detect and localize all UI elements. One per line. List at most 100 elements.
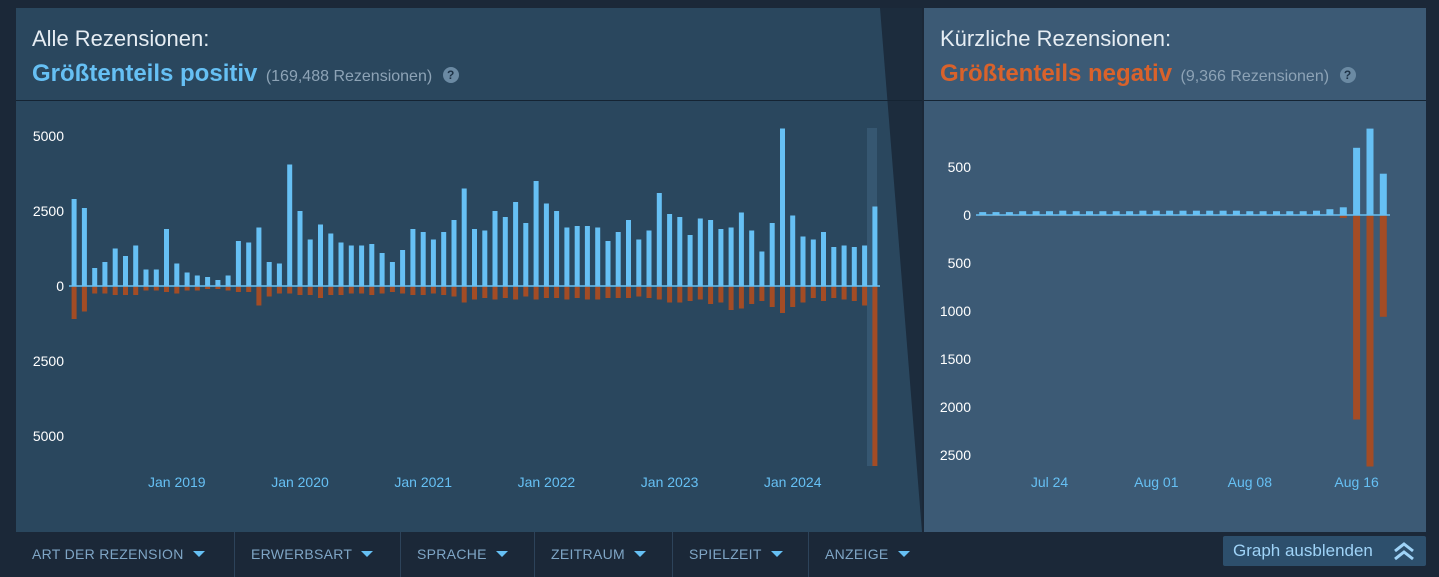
recent-reviews-summary-line: Größtenteils negativ (9,366 Rezensionen)… <box>940 60 1356 88</box>
negative-bar <box>389 286 395 292</box>
current-period-highlight <box>867 128 877 466</box>
filter-label: ZEITRAUM <box>551 546 625 562</box>
positive-bar <box>123 256 128 286</box>
negative-bar <box>749 286 755 304</box>
negative-bar <box>554 286 560 298</box>
positive-bar <box>1313 210 1320 215</box>
filter-bar: ART DER REZENSION ERWERBSART SPRACHE ZEI… <box>16 532 916 577</box>
negative-bar <box>708 286 714 304</box>
positive-bar <box>523 223 529 286</box>
negative-bar <box>513 286 519 300</box>
filter-purchase-type[interactable]: ERWERBSART <box>235 532 401 577</box>
positive-bar <box>513 202 519 286</box>
negative-bar <box>287 286 293 294</box>
positive-bar <box>1059 210 1067 215</box>
negative-bar <box>266 286 272 297</box>
positive-bar <box>1152 210 1160 215</box>
negative-bar <box>359 286 365 294</box>
positive-bar <box>1046 211 1053 215</box>
positive-bar <box>851 247 857 286</box>
positive-bar <box>1366 128 1374 215</box>
positive-bar <box>574 226 580 286</box>
positive-bar <box>1005 212 1013 215</box>
y-tick-label: 5000 <box>33 128 64 144</box>
negative-bar <box>328 286 334 295</box>
negative-bar <box>492 286 498 300</box>
negative-bar <box>410 286 416 295</box>
filter-display[interactable]: ANZEIGE <box>809 532 924 577</box>
x-tick-label: Jan 2024 <box>764 474 822 490</box>
positive-bar <box>738 212 744 286</box>
positive-bar <box>584 226 590 286</box>
caret-down-icon <box>361 551 374 557</box>
positive-bar <box>810 239 816 286</box>
negative-bar <box>697 286 703 300</box>
positive-bar <box>564 227 570 286</box>
x-tick-label: Jan 2022 <box>518 474 576 490</box>
question-icon[interactable]: ? <box>1339 67 1356 83</box>
hide-graph-label: Graph ausblenden <box>1233 541 1373 560</box>
recent-reviews-panel <box>924 8 1426 532</box>
positive-bar <box>1019 211 1027 215</box>
filter-label: ART DER REZENSION <box>32 546 184 562</box>
negative-bar <box>256 286 262 306</box>
positive-bar <box>297 211 303 286</box>
positive-bar <box>81 208 87 286</box>
negative-bar <box>235 286 241 292</box>
all-reviews-summary[interactable]: Größtenteils positiv <box>32 60 258 87</box>
negative-bar <box>338 286 344 295</box>
recent-reviews-summary[interactable]: Größtenteils negativ <box>940 60 1173 87</box>
negative-bar <box>738 286 744 309</box>
negative-bar <box>800 286 806 303</box>
filter-language[interactable]: SPRACHE <box>401 532 535 577</box>
x-tick-label: Aug 01 <box>1134 474 1179 490</box>
negative-bar <box>246 286 252 292</box>
recent-reviews-label: Kürzliche Rezensionen: <box>940 26 1172 51</box>
negative-bar <box>164 286 169 292</box>
negative-bar <box>831 286 837 298</box>
negative-bar <box>574 286 580 298</box>
positive-bar <box>800 236 806 286</box>
negative-bar <box>307 286 313 295</box>
positive-bar <box>1273 211 1280 215</box>
negative-bar <box>790 286 796 307</box>
all-reviews-label: Alle Rezensionen: <box>32 26 210 51</box>
positive-bar <box>697 218 703 286</box>
positive-bar <box>502 217 508 286</box>
positive-bar <box>1206 210 1214 215</box>
negative-bar <box>810 286 816 298</box>
y-tick-label: 5000 <box>33 428 64 444</box>
question-icon[interactable]: ? <box>442 67 459 83</box>
y-tick-label: 0 <box>56 278 64 294</box>
y-tick-label: 2500 <box>33 203 64 219</box>
filter-playtime[interactable]: SPIELZEIT <box>673 532 809 577</box>
negative-bar <box>81 286 87 312</box>
positive-bar <box>708 220 714 286</box>
y-tick-label: 0 <box>963 207 971 223</box>
negative-bar <box>379 286 385 294</box>
positive-bar <box>410 229 416 286</box>
all-reviews-header: Alle Rezensionen: Größtenteils positiv (… <box>16 8 922 101</box>
negative-bar <box>318 286 323 298</box>
positive-bar <box>92 268 98 286</box>
positive-bar <box>1259 211 1267 215</box>
negative-bar <box>502 286 508 298</box>
positive-bar <box>71 199 77 286</box>
filter-review-type[interactable]: ART DER REZENSION <box>16 532 235 577</box>
positive-bar <box>153 269 159 286</box>
x-tick-label: Jul 24 <box>1031 474 1069 490</box>
positive-bar <box>246 242 252 286</box>
negative-bar <box>862 286 868 306</box>
positive-bar <box>1232 210 1240 215</box>
negative-bar <box>451 286 457 297</box>
positive-bar <box>338 242 344 286</box>
positive-bar <box>687 235 693 286</box>
positive-bar <box>307 239 313 286</box>
positive-bar <box>979 212 987 215</box>
positive-bar <box>266 262 272 286</box>
y-tick-label: 1500 <box>940 351 971 367</box>
hide-graph-button[interactable]: Graph ausblenden <box>1223 536 1426 566</box>
positive-bar <box>749 230 755 286</box>
filter-date-range[interactable]: ZEITRAUM <box>535 532 673 577</box>
